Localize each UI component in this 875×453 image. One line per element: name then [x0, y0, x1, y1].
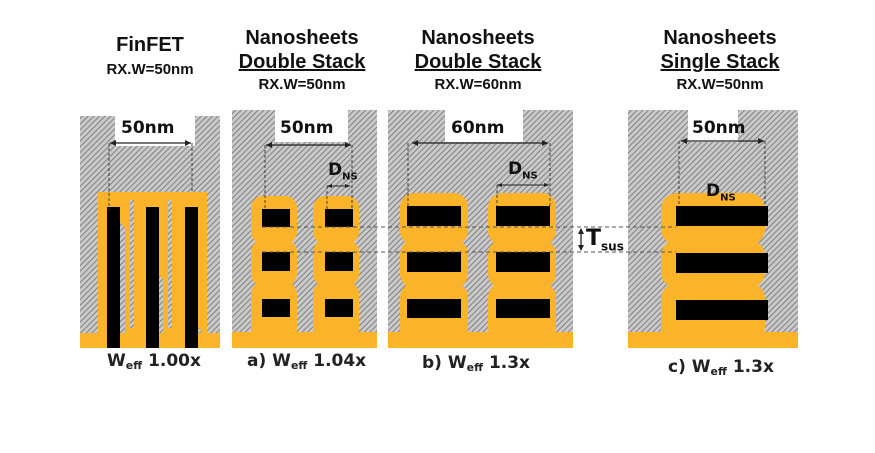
header-ns-single-50: Nanosheets Single Stack RX.W=50nm: [640, 26, 800, 95]
title-finfet: FinFET: [116, 34, 184, 56]
tsus-guides: [262, 226, 676, 253]
width-label-finfet: 50nm: [121, 118, 175, 138]
width-label-ns-double-60: 60nm: [451, 118, 505, 138]
ns-double-50-diagram: [232, 110, 377, 348]
width-label-ns-double-50: 50nm: [280, 118, 334, 138]
dns-label-ns-double-60: DNS: [508, 159, 538, 182]
header-ns-double-60: Nanosheets Double Stack RX.W=60nm: [398, 26, 558, 95]
title-ns-single-50-line2: Single Stack: [660, 51, 780, 73]
title-ns-double-60-line1: Nanosheets: [421, 27, 535, 49]
rxw-ns-single-50: RX.W=50nm: [676, 76, 764, 93]
width-label-ns-single-50: 50nm: [692, 118, 746, 138]
rxw-finfet: RX.W=50nm: [106, 61, 194, 78]
caption-ns-single-50: c) Weff 1.3x: [668, 357, 774, 378]
tsus-label: Tsus: [586, 226, 624, 254]
rxw-ns-double-50: RX.W=50nm: [258, 76, 346, 93]
ns-single-50-diagram: [628, 110, 798, 348]
title-ns-double-50-line2: Double Stack: [238, 51, 366, 73]
header-ns-double-50: Nanosheets Double Stack RX.W=50nm: [222, 26, 382, 95]
dns-label-ns-double-50: DNS: [328, 160, 358, 183]
title-ns-double-60-line2: Double Stack: [414, 51, 542, 73]
title-ns-single-50-line1: Nanosheets: [663, 27, 777, 49]
ns-double-60-diagram: [388, 110, 573, 348]
rxw-ns-double-60: RX.W=60nm: [434, 76, 522, 93]
title-ns-double-50-line1: Nanosheets: [245, 27, 359, 49]
finfet-diagram: [80, 116, 220, 348]
caption-ns-double-60: b) Weff 1.3x: [422, 353, 531, 374]
caption-ns-double-50: a) Weff 1.04x: [247, 351, 367, 372]
caption-finfet: Weff 1.00x: [107, 351, 201, 372]
header-finfet: FinFET RX.W=50nm: [70, 33, 230, 80]
dns-label-ns-single-50: DNS: [706, 181, 736, 204]
